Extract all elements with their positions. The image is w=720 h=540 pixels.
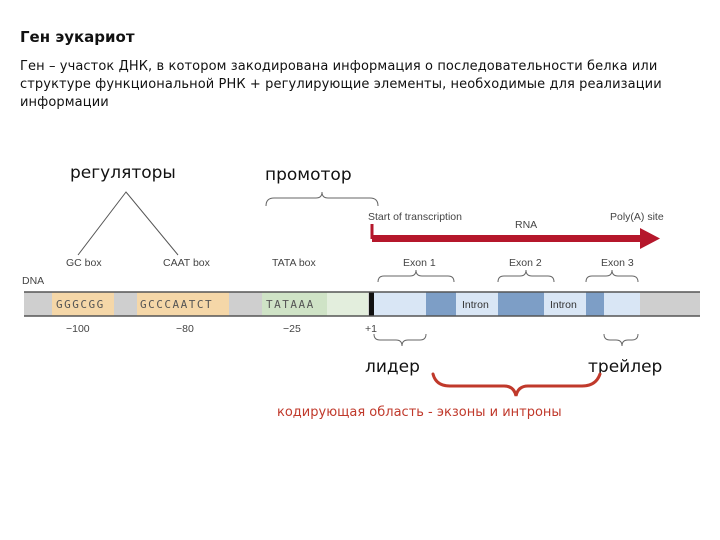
rna-label: RNA: [515, 219, 537, 231]
position-minus-25: −25: [283, 323, 301, 335]
tata-sequence: TATAAA: [266, 298, 315, 311]
page-title: Ген эукариот: [20, 28, 135, 46]
gc-sequence: GGGCGG: [56, 298, 105, 311]
exon3-brace: [585, 269, 639, 283]
promoter-label: промотор: [265, 165, 352, 185]
trailer-segment: [604, 292, 640, 316]
exon2-label: Exon 2: [509, 257, 542, 269]
exon1-label: Exon 1: [403, 257, 436, 269]
tata-box-segment: [262, 292, 327, 316]
tata-box-label: TATA box: [272, 257, 317, 269]
tata-downstream-segment: [327, 292, 368, 316]
leader-brace: [373, 333, 427, 347]
start-site-marker: [369, 292, 374, 316]
intron1-segment: [456, 292, 498, 316]
intron2-segment: [544, 292, 586, 316]
position-minus-100: −100: [66, 323, 90, 335]
gc-box-segment: [52, 292, 114, 316]
caat-box-label: CAAT box: [163, 257, 211, 269]
rna-arrow-shaft: [372, 235, 640, 242]
rna-arrow-head: [640, 228, 660, 249]
promoter-brace: [265, 191, 379, 207]
leader-segment: [374, 292, 426, 316]
regulators-connector: [77, 191, 179, 256]
exon3-label: Exon 3: [601, 257, 634, 269]
exon1-segment: [426, 292, 456, 316]
position-minus-80: −80: [176, 323, 194, 335]
coding-region-brace: [431, 372, 602, 397]
trailer-label: трейлер: [588, 357, 663, 377]
exon2-brace: [497, 269, 555, 283]
polya-site-label: Poly(A) site: [610, 211, 664, 223]
exon3-segment: [586, 292, 604, 316]
exon1-brace: [377, 269, 455, 283]
exon2-segment: [498, 292, 544, 316]
gc-box-label: GC box: [66, 257, 102, 269]
intron1-label: Intron: [462, 299, 489, 311]
caat-sequence: GCCCAATCT: [140, 298, 213, 311]
regulators-label: регуляторы: [70, 163, 176, 183]
position-plus-1: +1: [365, 323, 377, 335]
gene-definition: Ген – участок ДНК, в котором закодирован…: [20, 59, 662, 110]
coding-region-label: кодирующая область - экзоны и интроны: [277, 405, 562, 420]
dna-label: DNA: [22, 275, 44, 287]
caat-box-segment: [137, 292, 229, 316]
start-of-transcription-label: Start of transcription: [368, 211, 462, 223]
leader-label: лидер: [365, 357, 420, 377]
intron2-label: Intron: [550, 299, 577, 311]
trailer-brace: [603, 333, 639, 347]
